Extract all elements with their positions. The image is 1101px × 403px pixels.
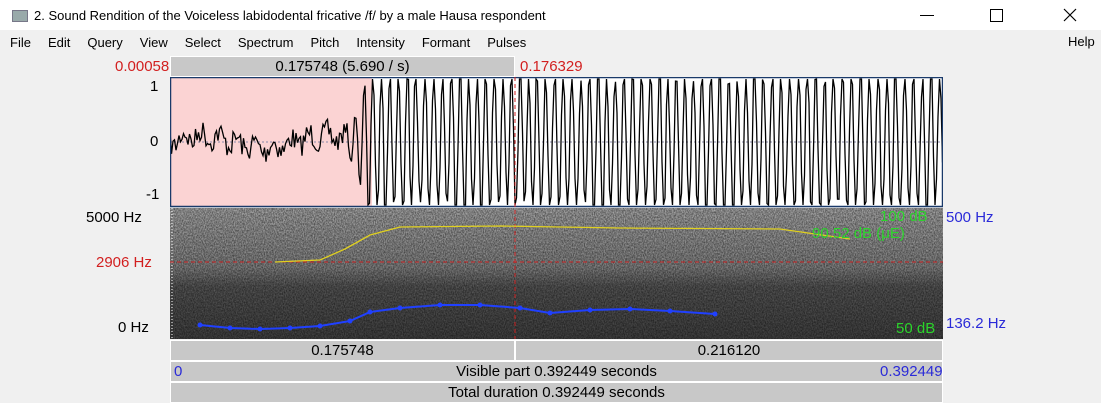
close[interactable] [1063, 8, 1077, 22]
amplitude-tick: 0 [150, 133, 159, 150]
menu-item[interactable]: Edit [47, 35, 71, 50]
menu-item[interactable]: Intensity [356, 35, 405, 50]
frequency-label: 0 Hz [118, 319, 149, 336]
amplitude-tick: 1 [150, 78, 159, 95]
signal-panel [170, 77, 943, 339]
frequency-cursor-label: 2906 Hz [96, 254, 152, 271]
time-segment[interactable]: 0.216120 [515, 340, 943, 361]
pitch-contour [199, 304, 716, 331]
pitch-point [397, 305, 403, 311]
pitch-top-label: 500 Hz [946, 209, 994, 226]
waveform-frame [170, 77, 943, 208]
pitch-point [517, 305, 523, 311]
pitch-point [477, 302, 483, 308]
pitch-point [287, 325, 293, 331]
selection-end: 0.176329 [520, 58, 583, 75]
pitch-point [627, 306, 633, 312]
title-bar: 2. Sound Rendition of the Voiceless labi… [0, 0, 1101, 30]
pitch-value-label: 136.2 Hz [946, 315, 1007, 332]
pitch-point [667, 308, 673, 314]
pitch-point [197, 322, 203, 328]
spectrogram-grain [170, 208, 943, 339]
window-title: 2. Sound Rendition of the Voiceless labi… [34, 8, 546, 23]
visible-part[interactable]: Visible part 0.392449 seconds [170, 361, 943, 382]
visible-end: 0.392449 [880, 363, 943, 380]
menu-item[interactable]: Pitch [310, 35, 340, 50]
pitch-point [547, 310, 553, 316]
intensity-value-label: 90.52 dB (μE) [812, 225, 905, 242]
pitch-point [347, 318, 353, 324]
selection-start: 0.000581 [115, 58, 178, 75]
pitch-point [317, 323, 323, 329]
pitch-point [437, 302, 443, 308]
visible-start: 0 [174, 363, 183, 380]
minimize[interactable] [920, 15, 934, 16]
menu-item[interactable]: Formant [421, 35, 471, 50]
time-segment[interactable]: 0.175748 [170, 340, 515, 361]
menu-item[interactable]: Pulses [487, 35, 527, 50]
amplitude-tick: -1 [146, 186, 160, 203]
frequency-label: 5000 Hz [86, 209, 142, 226]
waveform [170, 77, 943, 207]
menu-item[interactable]: View [139, 35, 168, 50]
menu-item[interactable]: Spectrum [237, 35, 294, 50]
menu-bar: File Edit Query View Select Spectrum Pitch Inte… [10, 34, 543, 52]
total-duration[interactable]: Total duration 0.392449 seconds [170, 382, 943, 403]
menu-item[interactable]: File [10, 35, 31, 50]
menu-item[interactable]: Help [1068, 34, 1095, 49]
pitch-point [712, 311, 718, 317]
menu-item[interactable]: Select [184, 35, 221, 50]
intensity-label: 100 dB [880, 208, 928, 225]
app-icon [12, 10, 28, 22]
pitch-point [257, 326, 263, 332]
pitch-point [367, 309, 373, 315]
intensity-label: 50 dB [896, 320, 936, 337]
menu-item[interactable]: Query [87, 35, 123, 50]
intensity-contour [274, 225, 851, 263]
pitch-point [227, 325, 233, 331]
selection-duration[interactable]: 0.175748 (5.690 / s) [170, 56, 515, 77]
maximize[interactable] [990, 9, 1003, 22]
pitch-point [587, 307, 593, 313]
